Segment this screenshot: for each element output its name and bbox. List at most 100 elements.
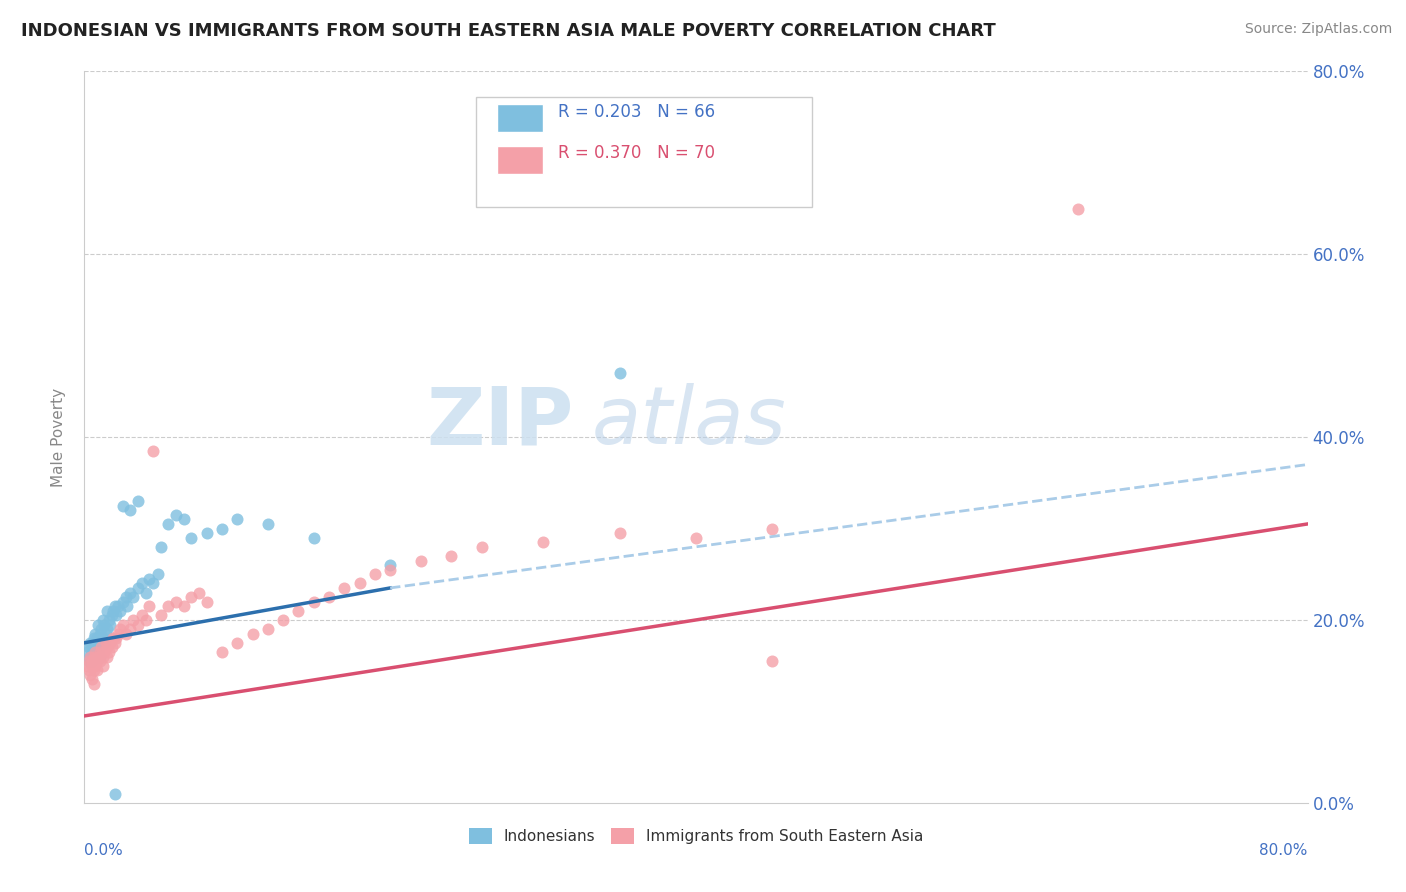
- Point: [84, 658, 107, 673]
- Point: [83, 640, 105, 655]
- Point: [115, 599, 138, 614]
- Point: [96, 622, 118, 636]
- Point: [242, 626, 264, 640]
- Point: [80, 654, 103, 668]
- Point: [226, 636, 249, 650]
- Point: [120, 622, 142, 636]
- Point: [98, 617, 121, 632]
- Text: Source: ZipAtlas.com: Source: ZipAtlas.com: [1244, 22, 1392, 37]
- Text: R = 0.203   N = 66: R = 0.203 N = 66: [558, 103, 714, 120]
- Point: [104, 787, 127, 801]
- Text: ZIP: ZIP: [426, 384, 574, 461]
- Point: [79, 649, 101, 664]
- Point: [287, 604, 309, 618]
- Point: [107, 626, 129, 640]
- Point: [165, 508, 187, 522]
- Point: [79, 667, 101, 681]
- Point: [531, 535, 554, 549]
- Point: [93, 636, 115, 650]
- Point: [84, 636, 107, 650]
- Point: [87, 649, 110, 664]
- Point: [257, 516, 280, 531]
- Point: [135, 585, 157, 599]
- FancyBboxPatch shape: [475, 97, 813, 207]
- Point: [211, 645, 233, 659]
- Point: [91, 632, 114, 646]
- Point: [80, 649, 103, 664]
- Point: [101, 640, 124, 655]
- Point: [77, 640, 100, 655]
- Point: [76, 658, 98, 673]
- Point: [76, 645, 98, 659]
- Point: [685, 531, 707, 545]
- Point: [84, 626, 107, 640]
- Point: [89, 636, 111, 650]
- Point: [127, 581, 149, 595]
- Point: [318, 590, 340, 604]
- Point: [1067, 202, 1090, 216]
- Point: [761, 521, 783, 535]
- Point: [87, 645, 110, 659]
- Point: [114, 590, 136, 604]
- Point: [77, 654, 100, 668]
- Point: [138, 599, 160, 614]
- Point: [122, 613, 145, 627]
- Point: [173, 512, 195, 526]
- Point: [96, 649, 118, 664]
- Point: [77, 663, 100, 677]
- Point: [108, 622, 131, 636]
- Point: [86, 663, 108, 677]
- Point: [188, 585, 211, 599]
- Point: [120, 585, 142, 599]
- Point: [165, 594, 187, 608]
- Point: [90, 636, 112, 650]
- Point: [89, 654, 111, 668]
- Point: [131, 608, 153, 623]
- Point: [157, 599, 180, 614]
- Point: [107, 599, 129, 614]
- Point: [195, 526, 218, 541]
- Point: [471, 540, 494, 554]
- Point: [180, 531, 202, 545]
- Point: [105, 608, 128, 623]
- Point: [761, 654, 783, 668]
- Point: [89, 626, 111, 640]
- Point: [108, 604, 131, 618]
- Point: [89, 645, 111, 659]
- Point: [80, 645, 103, 659]
- Point: [173, 599, 195, 614]
- Point: [142, 576, 165, 591]
- Point: [91, 658, 114, 673]
- Point: [138, 572, 160, 586]
- Point: [90, 622, 112, 636]
- Point: [271, 613, 294, 627]
- Point: [111, 594, 134, 608]
- Text: R = 0.370   N = 70: R = 0.370 N = 70: [558, 145, 714, 162]
- Point: [333, 581, 356, 595]
- Point: [111, 499, 134, 513]
- Point: [257, 622, 280, 636]
- Point: [364, 567, 387, 582]
- Point: [80, 654, 103, 668]
- Point: [80, 673, 103, 687]
- Point: [91, 613, 114, 627]
- Point: [101, 608, 124, 623]
- Point: [93, 617, 115, 632]
- Point: [380, 563, 402, 577]
- Point: [302, 531, 325, 545]
- Point: [94, 626, 117, 640]
- Point: [211, 521, 233, 535]
- Point: [96, 604, 118, 618]
- Point: [409, 553, 432, 567]
- Text: INDONESIAN VS IMMIGRANTS FROM SOUTH EASTERN ASIA MALE POVERTY CORRELATION CHART: INDONESIAN VS IMMIGRANTS FROM SOUTH EAST…: [21, 22, 995, 40]
- Point: [80, 658, 103, 673]
- Text: 0.0%: 0.0%: [84, 843, 124, 858]
- Point: [80, 636, 103, 650]
- Point: [127, 617, 149, 632]
- Point: [84, 645, 107, 659]
- Point: [89, 649, 111, 664]
- Point: [83, 663, 105, 677]
- Point: [83, 649, 105, 664]
- Y-axis label: Male Poverty: Male Poverty: [51, 387, 66, 487]
- Point: [122, 590, 145, 604]
